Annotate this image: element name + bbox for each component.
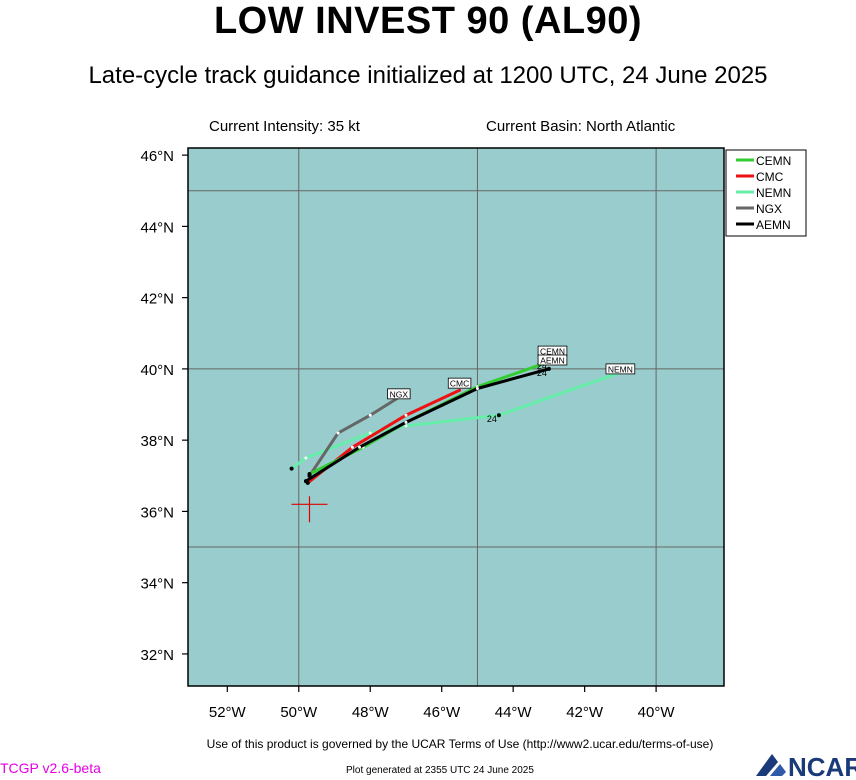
track-time-point: [368, 413, 372, 417]
track-time-point: [404, 424, 408, 428]
track-label-aemn: AEMN: [540, 355, 565, 365]
track-label-nemn: NEMN: [608, 364, 633, 374]
track-time-point: [475, 386, 479, 390]
ncar-logo-icon: [756, 754, 786, 776]
legend-entry-ngx: NGX: [756, 202, 782, 216]
track-label-cemn: CEMN: [540, 347, 565, 357]
lat-tick-label: 40°N: [140, 362, 174, 379]
lon-tick-label: 44°W: [495, 704, 533, 721]
track-label-box: [447, 377, 472, 389]
track-24h-point: [546, 366, 551, 371]
track-start-point: [307, 472, 312, 477]
track-time-point: [350, 445, 354, 449]
track-label-ngx: NGX: [390, 389, 409, 399]
track-24h-label: 24: [537, 361, 547, 371]
lon-tick-label: 46°W: [423, 704, 461, 721]
legend-entry-cemn: CEMN: [756, 154, 791, 168]
lon-tick-label: 50°W: [280, 704, 318, 721]
track-start-point: [303, 479, 308, 484]
map-title: LOW INVEST 90 (AL90): [213, 0, 643, 42]
legend-entry-aemn: AEMN: [756, 218, 791, 232]
lon-tick-label: 52°W: [209, 704, 247, 721]
lat-tick-label: 42°N: [140, 291, 174, 308]
lat-tick-label: 36°N: [140, 504, 174, 521]
version-label: TCGP v2.6-beta: [0, 760, 101, 776]
map-ocean: [188, 148, 724, 686]
track-time-point: [404, 420, 408, 424]
track-time-point: [404, 413, 408, 417]
track-ngx: [307, 395, 401, 478]
lat-tick-label: 34°N: [140, 576, 174, 593]
legend-entry-cmc: CMC: [756, 170, 784, 184]
terms-of-use: Use of this product is governed by the U…: [206, 737, 714, 751]
track-time-point: [304, 456, 308, 460]
track-label-cmc: CMC: [450, 379, 469, 389]
track-label-box: [605, 363, 636, 375]
track-label-box: [387, 388, 411, 400]
ncar-logo-text: NCAR: [788, 752, 856, 780]
map-frame: [187, 147, 725, 687]
track-24h-label: 24: [487, 414, 497, 424]
track-time-point: [368, 431, 372, 435]
track-time-point: [336, 431, 340, 435]
lon-tick-label: 48°W: [352, 704, 390, 721]
lon-tick-label: 40°W: [638, 704, 676, 721]
track-start-point: [289, 466, 294, 471]
track-map: 52°W 50°W 48°W 46°W 44°W 42°W 40°W 32°N 34°N 36°N…: [140, 147, 807, 721]
lat-tick-label: 44°N: [140, 219, 174, 236]
generated-timestamp: Plot generated at 2355 UTC 24 June 2025: [346, 765, 534, 776]
track-time-point: [358, 445, 362, 449]
lat-tick-label: 38°N: [140, 433, 174, 450]
current-intensity: Current Intensity: 35 kt: [209, 118, 360, 135]
track-label-box: [537, 354, 568, 366]
track-nemn: [290, 370, 622, 471]
current-basin: Current Basin: North Atlantic: [486, 118, 676, 135]
legend-entry-nemn: NEMN: [756, 186, 791, 200]
track-24h-point: [496, 413, 501, 418]
ncar-logo: NCAR: [756, 752, 856, 780]
lon-tick-label: 42°W: [566, 704, 604, 721]
lat-tick-label: 46°N: [140, 148, 174, 165]
map-subtitle: Late-cycle track guidance initialized at…: [88, 62, 768, 89]
track-24h-label: 24: [537, 368, 547, 378]
lat-tick-label: 32°N: [140, 647, 174, 664]
